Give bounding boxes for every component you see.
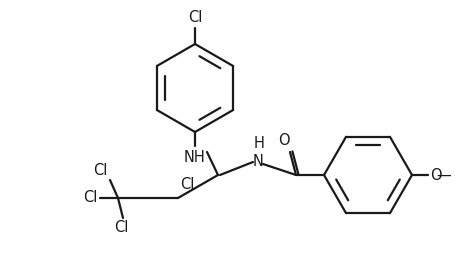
Text: N: N	[253, 155, 264, 170]
Text: H: H	[254, 136, 264, 151]
Text: Cl: Cl	[188, 10, 202, 25]
Text: O: O	[278, 133, 290, 148]
Text: NH: NH	[184, 150, 206, 165]
Text: Cl: Cl	[114, 220, 128, 235]
Text: Cl: Cl	[83, 191, 98, 206]
Text: O: O	[430, 168, 442, 183]
Text: —: —	[437, 168, 451, 183]
Text: Cl: Cl	[180, 177, 194, 192]
Text: Cl: Cl	[94, 163, 108, 178]
